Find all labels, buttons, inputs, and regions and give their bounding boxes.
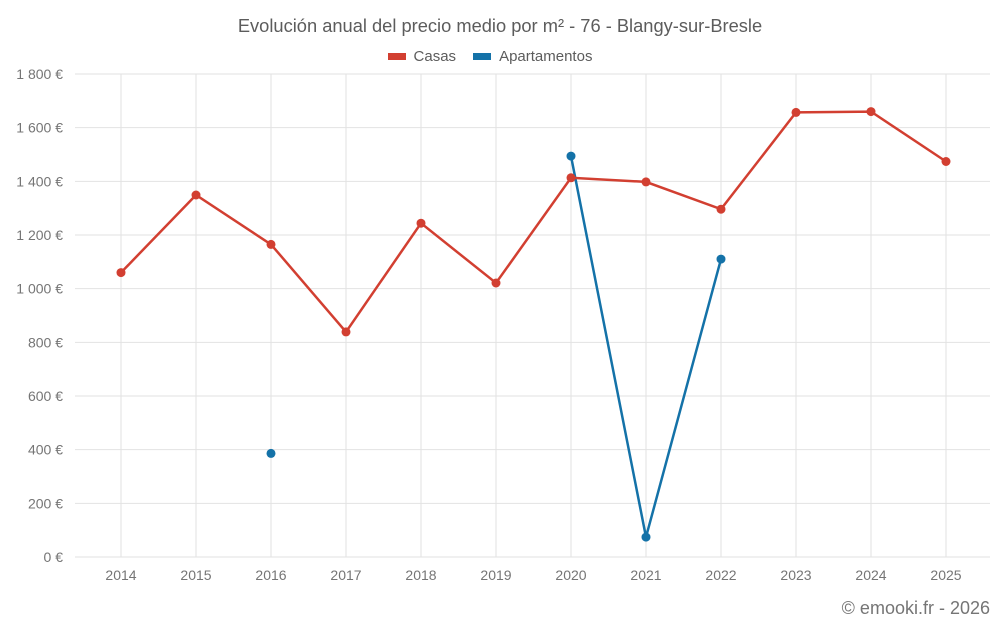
svg-text:2025: 2025 (930, 567, 961, 583)
svg-text:2022: 2022 (705, 567, 736, 583)
svg-text:2024: 2024 (855, 567, 886, 583)
svg-text:2014: 2014 (105, 567, 136, 583)
svg-text:2019: 2019 (480, 567, 511, 583)
svg-text:2015: 2015 (180, 567, 211, 583)
svg-text:1 200 €: 1 200 € (16, 227, 63, 243)
svg-text:2017: 2017 (330, 567, 361, 583)
svg-text:400 €: 400 € (28, 442, 63, 458)
svg-text:1 800 €: 1 800 € (16, 66, 63, 82)
svg-text:2020: 2020 (555, 567, 586, 583)
svg-text:1 400 €: 1 400 € (16, 173, 63, 189)
svg-text:2023: 2023 (780, 567, 811, 583)
svg-text:1 600 €: 1 600 € (16, 120, 63, 136)
svg-text:800 €: 800 € (28, 334, 63, 350)
svg-text:2018: 2018 (405, 567, 436, 583)
svg-text:2021: 2021 (630, 567, 661, 583)
svg-text:0 €: 0 € (44, 549, 64, 565)
svg-text:1 000 €: 1 000 € (16, 281, 63, 297)
svg-text:200 €: 200 € (28, 495, 63, 511)
svg-text:2016: 2016 (255, 567, 286, 583)
svg-text:600 €: 600 € (28, 388, 63, 404)
